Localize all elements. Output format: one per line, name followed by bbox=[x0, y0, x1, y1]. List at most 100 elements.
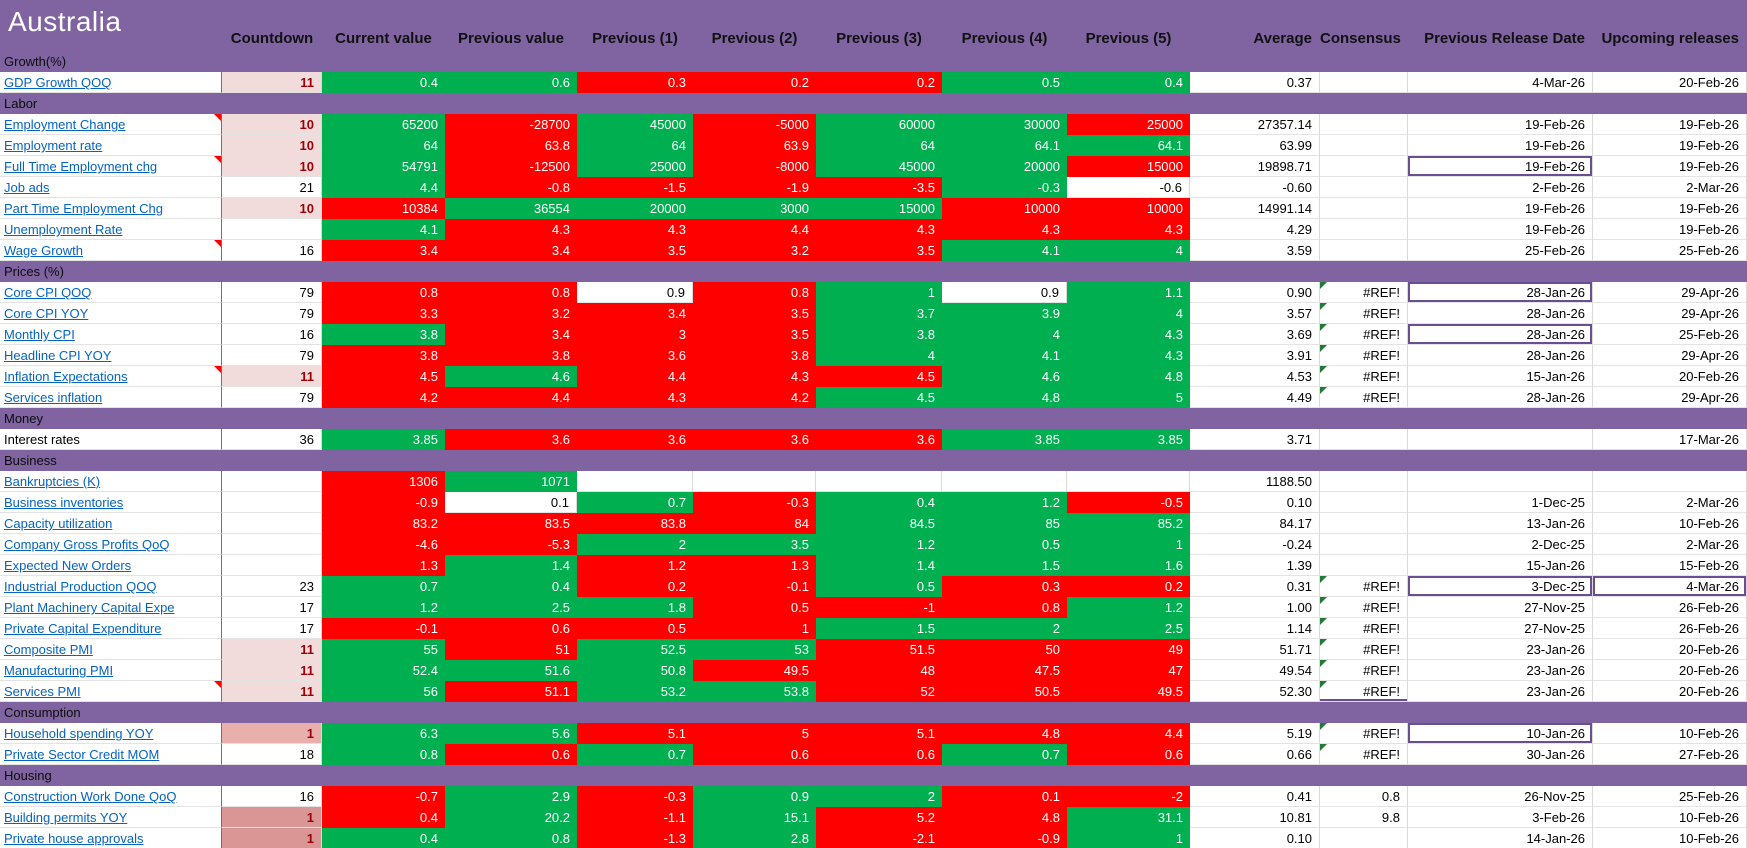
value-cell[interactable]: 4.8 bbox=[942, 387, 1067, 408]
average-cell[interactable]: 3.91 bbox=[1190, 345, 1320, 366]
upcoming-release-cell[interactable]: 10-Feb-26 bbox=[1593, 723, 1747, 744]
previous-release-date-cell[interactable]: 28-Jan-26 bbox=[1408, 303, 1593, 324]
value-cell[interactable]: -1.5 bbox=[577, 177, 693, 198]
value-cell[interactable]: 1.1 bbox=[1067, 282, 1190, 303]
value-cell[interactable]: 0.9 bbox=[693, 786, 816, 807]
value-cell[interactable]: 0.5 bbox=[942, 534, 1067, 555]
value-cell[interactable]: 1.2 bbox=[816, 534, 942, 555]
indicator-link[interactable]: Household spending YOY bbox=[4, 726, 154, 741]
value-cell[interactable]: -12500 bbox=[445, 156, 577, 177]
value-cell[interactable]: 15000 bbox=[1067, 156, 1190, 177]
value-cell[interactable]: 0.4 bbox=[322, 807, 445, 828]
value-cell[interactable]: 64 bbox=[577, 135, 693, 156]
value-cell[interactable]: 0.2 bbox=[577, 576, 693, 597]
value-cell[interactable]: 0.2 bbox=[1067, 576, 1190, 597]
countdown-cell[interactable]: 11 bbox=[222, 681, 322, 702]
value-cell[interactable]: 3.85 bbox=[1067, 429, 1190, 450]
value-cell[interactable]: 3.4 bbox=[445, 240, 577, 261]
value-cell[interactable]: 4 bbox=[1067, 303, 1190, 324]
value-cell[interactable]: 0.8 bbox=[322, 744, 445, 765]
previous-release-date-cell[interactable]: 4-Mar-26 bbox=[1408, 72, 1593, 93]
value-cell[interactable]: 4.3 bbox=[1067, 345, 1190, 366]
value-cell[interactable]: 0.1 bbox=[445, 492, 577, 513]
previous-release-date-cell[interactable] bbox=[1408, 471, 1593, 492]
previous-release-date-cell[interactable]: 26-Nov-25 bbox=[1408, 786, 1593, 807]
previous-release-date-cell[interactable]: 10-Jan-26 bbox=[1408, 723, 1593, 744]
indicator-name-cell[interactable]: Capacity utilization bbox=[0, 513, 222, 534]
indicator-link[interactable]: Wage Growth bbox=[4, 243, 83, 258]
value-cell[interactable]: 2 bbox=[942, 618, 1067, 639]
value-cell[interactable] bbox=[693, 471, 816, 492]
value-cell[interactable]: 1 bbox=[1067, 828, 1190, 848]
consensus-cell[interactable] bbox=[1320, 492, 1408, 513]
consensus-cell[interactable]: 9.8 bbox=[1320, 807, 1408, 828]
indicator-name-cell[interactable]: Household spending YOY bbox=[0, 723, 222, 744]
consensus-cell[interactable]: #REF! bbox=[1320, 345, 1408, 366]
value-cell[interactable]: 3.5 bbox=[577, 240, 693, 261]
previous-release-date-cell[interactable]: 1-Dec-25 bbox=[1408, 492, 1593, 513]
value-cell[interactable]: 64 bbox=[816, 135, 942, 156]
value-cell[interactable]: 5.2 bbox=[816, 807, 942, 828]
indicator-link[interactable]: Expected New Orders bbox=[4, 558, 132, 573]
indicator-name-cell[interactable]: Plant Machinery Capital Expe bbox=[0, 597, 222, 618]
value-cell[interactable]: -0.3 bbox=[577, 786, 693, 807]
value-cell[interactable]: 1.2 bbox=[577, 555, 693, 576]
value-cell[interactable]: 1306 bbox=[322, 471, 445, 492]
average-cell[interactable]: 3.57 bbox=[1190, 303, 1320, 324]
indicator-name-cell[interactable]: Monthly CPI bbox=[0, 324, 222, 345]
value-cell[interactable]: 2.5 bbox=[445, 597, 577, 618]
indicator-link[interactable]: Core CPI YOY bbox=[4, 306, 89, 321]
countdown-cell[interactable] bbox=[222, 555, 322, 576]
value-cell[interactable]: 0.5 bbox=[577, 618, 693, 639]
value-cell[interactable]: 6.3 bbox=[322, 723, 445, 744]
value-cell[interactable]: 3.7 bbox=[816, 303, 942, 324]
consensus-cell[interactable]: #REF! bbox=[1320, 387, 1408, 408]
previous-release-date-cell[interactable]: 15-Jan-26 bbox=[1408, 555, 1593, 576]
upcoming-release-cell[interactable]: 19-Feb-26 bbox=[1593, 135, 1747, 156]
value-cell[interactable]: 1 bbox=[1067, 534, 1190, 555]
value-cell[interactable]: 0.8 bbox=[322, 282, 445, 303]
value-cell[interactable]: 4.4 bbox=[322, 177, 445, 198]
indicator-link[interactable]: Bankruptcies (K) bbox=[4, 474, 101, 489]
value-cell[interactable]: 4.8 bbox=[942, 723, 1067, 744]
value-cell[interactable]: 4.6 bbox=[445, 366, 577, 387]
upcoming-release-cell[interactable]: 15-Feb-26 bbox=[1593, 555, 1747, 576]
countdown-cell[interactable]: 17 bbox=[222, 597, 322, 618]
indicator-link[interactable]: Core CPI QOQ bbox=[4, 285, 92, 300]
average-cell[interactable]: 4.53 bbox=[1190, 366, 1320, 387]
previous-release-date-cell[interactable]: 25-Feb-26 bbox=[1408, 240, 1593, 261]
previous-release-date-cell[interactable] bbox=[1408, 429, 1593, 450]
countdown-cell[interactable]: 23 bbox=[222, 576, 322, 597]
average-cell[interactable]: 4.29 bbox=[1190, 219, 1320, 240]
value-cell[interactable]: 0.3 bbox=[577, 72, 693, 93]
value-cell[interactable]: 50.8 bbox=[577, 660, 693, 681]
value-cell[interactable]: -0.6 bbox=[1067, 177, 1190, 198]
value-cell[interactable]: 3.6 bbox=[445, 429, 577, 450]
value-cell[interactable]: 1.8 bbox=[577, 597, 693, 618]
value-cell[interactable]: 3.5 bbox=[816, 240, 942, 261]
value-cell[interactable]: 25000 bbox=[577, 156, 693, 177]
average-cell[interactable]: 4.49 bbox=[1190, 387, 1320, 408]
consensus-cell[interactable]: #REF! bbox=[1320, 639, 1408, 660]
value-cell[interactable]: 0.8 bbox=[445, 828, 577, 848]
value-cell[interactable]: 3000 bbox=[693, 198, 816, 219]
value-cell[interactable]: -0.3 bbox=[693, 492, 816, 513]
indicator-link[interactable]: Private house approvals bbox=[4, 831, 144, 846]
indicator-name-cell[interactable]: Headline CPI YOY bbox=[0, 345, 222, 366]
upcoming-release-cell[interactable]: 10-Feb-26 bbox=[1593, 828, 1747, 848]
previous-release-date-cell[interactable]: 28-Jan-26 bbox=[1408, 324, 1593, 345]
upcoming-release-cell[interactable]: 19-Feb-26 bbox=[1593, 156, 1747, 177]
previous-release-date-cell[interactable]: 19-Feb-26 bbox=[1408, 135, 1593, 156]
value-cell[interactable]: 1.4 bbox=[445, 555, 577, 576]
indicator-name-cell[interactable]: Core CPI YOY bbox=[0, 303, 222, 324]
value-cell[interactable]: 64.1 bbox=[1067, 135, 1190, 156]
value-cell[interactable]: 2 bbox=[577, 534, 693, 555]
indicator-link[interactable]: Building permits YOY bbox=[4, 810, 128, 825]
value-cell[interactable]: 4.4 bbox=[577, 366, 693, 387]
value-cell[interactable]: 49.5 bbox=[693, 660, 816, 681]
value-cell[interactable]: 4.3 bbox=[577, 387, 693, 408]
value-cell[interactable]: 0.7 bbox=[942, 744, 1067, 765]
countdown-cell[interactable]: 79 bbox=[222, 387, 322, 408]
consensus-cell[interactable]: #REF! bbox=[1320, 660, 1408, 681]
value-cell[interactable]: -0.1 bbox=[322, 618, 445, 639]
